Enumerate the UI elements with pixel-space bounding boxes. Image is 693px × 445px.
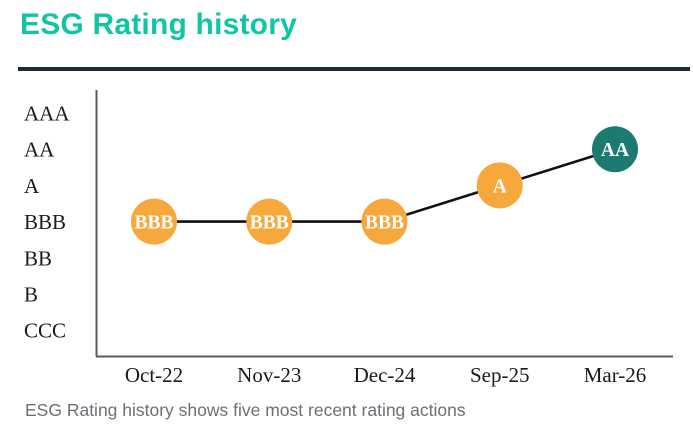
esg-rating-chart: AAA AA A BBB BB B CCC Oct-22 Nov-23 Dec-24 Sep-25 M…	[0, 85, 693, 397]
x-tick-label: Mar-26	[584, 363, 647, 387]
y-tick-label: AAA	[24, 102, 70, 126]
chart-caption: ESG Rating history shows five most recen…	[25, 400, 466, 420]
y-tick-label: BB	[24, 246, 52, 270]
rating-point-label: A	[493, 176, 507, 197]
rating-point	[476, 162, 523, 209]
x-tick-label: Nov-23	[237, 363, 301, 387]
rating-point	[131, 198, 177, 245]
rating-point	[246, 198, 293, 245]
rating-point-label: BBB	[134, 213, 173, 234]
rating-point-label: BBB	[250, 213, 289, 234]
rating-point-label: AA	[601, 140, 629, 161]
y-tick-label: A	[24, 174, 40, 198]
rating-point	[592, 126, 638, 173]
y-tick-label: B	[24, 283, 38, 307]
rating-point	[361, 198, 408, 245]
x-tick-label: Dec-24	[354, 363, 416, 387]
page-title: ESG Rating history	[20, 8, 297, 41]
y-tick-label: AA	[24, 138, 55, 162]
y-tick-label: CCC	[24, 319, 66, 343]
rating-point-label: BBB	[365, 213, 404, 234]
x-tick-label: Oct-22	[125, 363, 183, 387]
title-divider	[18, 67, 690, 71]
x-tick-label: Sep-25	[470, 363, 530, 387]
y-tick-label: BBB	[24, 210, 66, 234]
